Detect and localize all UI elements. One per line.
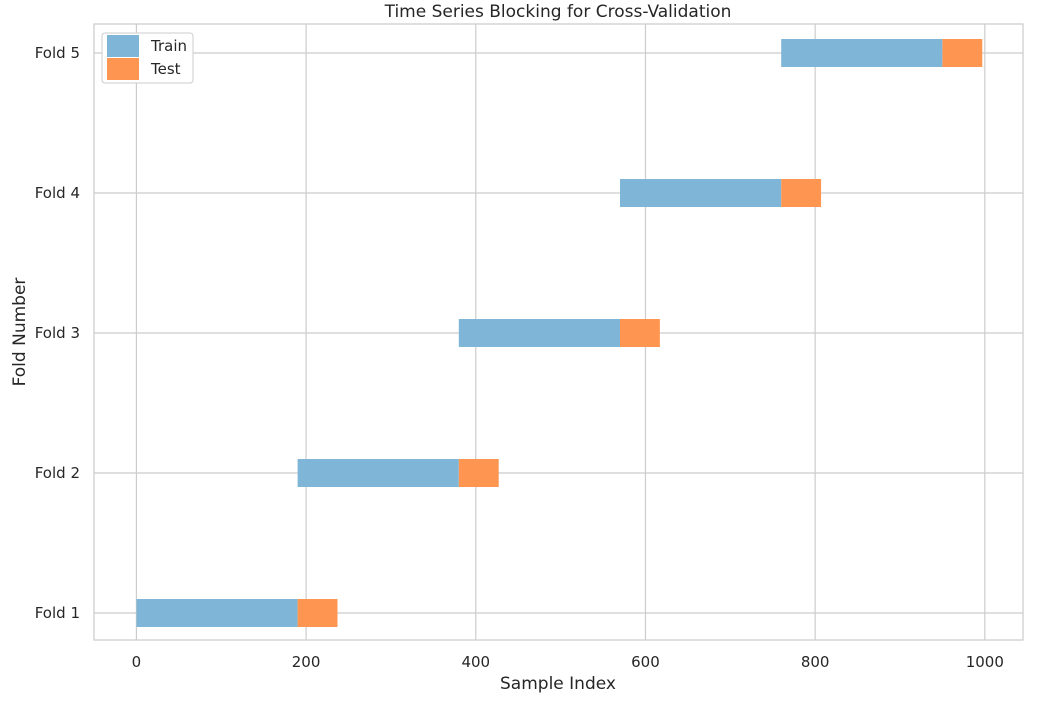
- y-tick-label: Fold 5: [35, 44, 80, 62]
- bars-layer: [136, 39, 983, 627]
- x-tick-labels: 0 200 400 600 800 1000: [132, 653, 1004, 671]
- x-tick-label: 800: [801, 653, 830, 671]
- y-tick-label: Fold 1: [35, 604, 80, 622]
- x-tick-label: 1000: [966, 653, 1004, 671]
- legend-swatch-test: [107, 58, 139, 80]
- x-tick-label: 0: [132, 653, 142, 671]
- chart-title: Time Series Blocking for Cross-Validatio…: [384, 2, 732, 22]
- test-bar-fold-5: [942, 39, 983, 67]
- y-tick-label: Fold 2: [35, 464, 80, 482]
- x-tick-label: 200: [292, 653, 321, 671]
- y-tick-labels: Fold 1 Fold 2 Fold 3 Fold 4 Fold 5: [35, 44, 80, 622]
- test-bar-fold-2: [458, 459, 499, 487]
- y-tick-label: Fold 3: [35, 324, 80, 342]
- x-tick-label: 400: [461, 653, 490, 671]
- test-bar-fold-1: [297, 599, 338, 627]
- legend-label-test: Test: [150, 60, 181, 78]
- x-tick-label: 600: [631, 653, 660, 671]
- x-axis-title: Sample Index: [500, 674, 616, 694]
- plot-frame: [93, 23, 1024, 641]
- legend-swatch-train: [107, 35, 139, 57]
- test-bar-fold-3: [620, 319, 660, 347]
- legend: Train Test: [101, 32, 194, 84]
- train-bar-fold-3: [458, 319, 621, 347]
- legend-items: Train Test: [107, 35, 187, 80]
- y-axis-title: Fold Number: [10, 278, 30, 387]
- legend-label-train: Train: [150, 37, 187, 55]
- y-tick-label: Fold 4: [35, 184, 80, 202]
- train-bar-fold-1: [136, 599, 298, 627]
- train-bar-fold-5: [781, 39, 943, 67]
- train-bar-fold-4: [620, 179, 782, 207]
- train-bar-fold-2: [297, 459, 459, 487]
- test-bar-fold-4: [781, 179, 822, 207]
